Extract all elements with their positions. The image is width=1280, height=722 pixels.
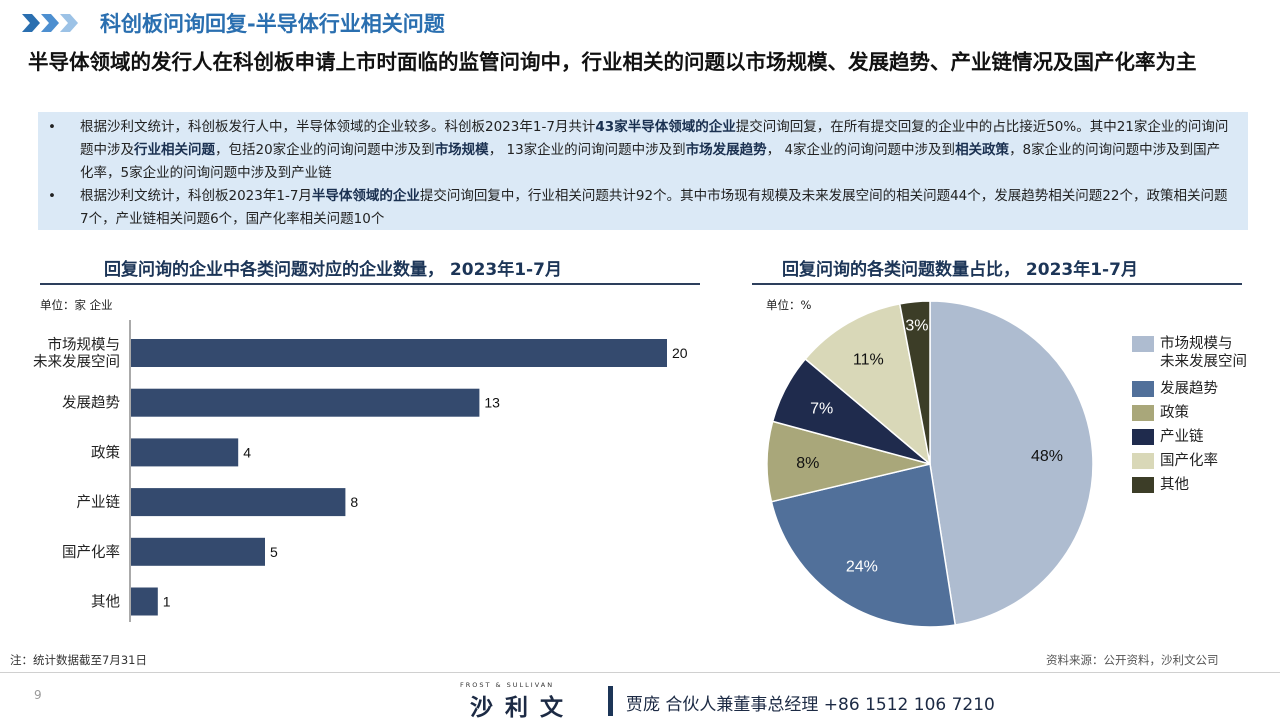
legend-label: 政策 — [1160, 405, 1189, 421]
bar — [131, 339, 667, 367]
legend-swatch — [1132, 477, 1154, 493]
pie-slice — [770, 463, 957, 628]
pie-chart: 48% 24% 8% 7% 11% 3% — [766, 300, 1094, 628]
footnote: 注：统计数据截至7月31日 — [10, 653, 147, 667]
bar-chart-title: 回复问询的企业中各类问题对应的企业数量， 2023年1-7月 — [104, 260, 562, 280]
bar-category-label: 发展趋势 — [62, 395, 120, 412]
legend-label: 国产化率 — [1160, 453, 1218, 469]
legend-label: 市场规模与 未来发展空间 — [1160, 336, 1247, 370]
pie-chart-unit: 单位：% — [766, 298, 812, 312]
page-subtitle: 半导体领域的发行人在科创板申请上市时面临的监管问询中，行业相关的问题以市场规模、… — [28, 50, 1197, 74]
bar — [131, 587, 158, 616]
bullet-1-bold: 行业相关问题 — [134, 142, 215, 158]
bullet-2-part: 根据沙利文统计，科创板2023年1-7月 — [80, 188, 312, 204]
pie-chart-title-rule — [752, 283, 1242, 285]
pie-slice — [804, 302, 932, 466]
bullet-1-bold: 相关政策 — [955, 142, 1010, 158]
bar-value-label: 13 — [484, 395, 500, 411]
legend-swatch — [1132, 336, 1154, 352]
bullet-1-bold: 市场发展趋势 — [685, 142, 767, 158]
bullet-2-text: 根据沙利文统计，科创板2023年1-7月半导体领域的企业提交问询回复中，行业相关… — [80, 185, 1230, 231]
bar — [131, 537, 265, 566]
bullet-1-part: 根据沙利文统计，科创板发行人中，半导体领域的企业较多。科创板2023年1-7月共… — [80, 119, 596, 135]
bar-value-label: 20 — [672, 345, 688, 361]
page-title: 科创板问询回复-半导体行业相关问题 — [100, 12, 445, 36]
bullet-dot: • — [48, 188, 56, 204]
pie-slice-label: 3% — [905, 317, 928, 334]
footer-accent-bar — [608, 686, 613, 716]
source-note: 资料来源：公开资料，沙利文公司 — [1046, 653, 1219, 667]
bullet-1-bold: 市场规模 — [434, 142, 489, 158]
bullet-1-bold: 43家半导体领域的企业 — [595, 119, 736, 135]
header-chevrons-icon — [22, 14, 78, 32]
bar-value-label: 1 — [163, 594, 171, 610]
bar-chart-unit: 单位：家 企业 — [40, 298, 113, 312]
bullet-1-text: 根据沙利文统计，科创板发行人中，半导体领域的企业较多。科创板2023年1-7月共… — [80, 116, 1230, 185]
pie-slice — [929, 300, 1094, 626]
logo-chinese: 沙利文 — [470, 694, 575, 721]
bullet-1-part: 提交问询回复，在所有提交回复的企业中的占比接近50%。其中21家企业的问询问题中… — [80, 119, 1229, 158]
pie-slice — [898, 300, 931, 465]
bullet-1-part: ，8家企业的问询问题中涉及到国产化率，5家企业的问询问题中涉及到产业链 — [80, 142, 1221, 181]
bar-category-label: 政策 — [91, 444, 120, 461]
pie-slice-label: 48% — [1031, 448, 1063, 465]
pie-slice-label: 11% — [853, 351, 884, 368]
bullet-2-bold: 半导体领域的企业 — [311, 188, 420, 204]
legend-label: 产业链 — [1160, 429, 1204, 445]
pie-chart-title: 回复问询的各类问题数量占比， 2023年1-7月 — [782, 260, 1138, 280]
bar-category-label: 市场规模与未来发展空间 — [33, 337, 120, 371]
footer-divider — [0, 672, 1280, 673]
bar-chart-title-rule — [40, 283, 700, 285]
pie-slice-label: 24% — [846, 559, 878, 576]
bar — [131, 488, 346, 517]
bar-chart: 20 市场规模与未来发展空间 13 发展趋势 4 政策 8 产业链 5 国产化率 1 其他 — [33, 320, 688, 622]
legend-label: 其他 — [1160, 477, 1189, 493]
bar-value-label: 8 — [350, 494, 358, 510]
pie-slice-label: 7% — [810, 400, 833, 417]
bar-category-label: 其他 — [91, 594, 120, 611]
bullet-dot: • — [48, 119, 56, 135]
bullet-1-part: ， 4家企业的问询问题中涉及到 — [766, 142, 956, 158]
bar-category-label: 产业链 — [77, 494, 121, 511]
page-number: 9 — [34, 688, 42, 702]
pie-legend: 市场规模与 未来发展空间发展趋势政策产业链国产化率其他 — [1132, 335, 1272, 505]
legend-swatch — [1132, 429, 1154, 445]
legend-swatch — [1132, 381, 1154, 397]
bar-category-label: 国产化率 — [62, 544, 120, 561]
bullet-2-part: 提交问询回复中，行业相关问题共计92个。其中市场现有规模及未来发展空间的相关问题… — [80, 188, 1228, 227]
bar-value-label: 5 — [270, 544, 278, 560]
contact-info: 贾庞 合伙人兼董事总经理 +86 1512 106 7210 — [626, 695, 995, 715]
summary-box: • 根据沙利文统计，科创板发行人中，半导体领域的企业较多。科创板2023年1-7… — [38, 112, 1248, 230]
bullet-1-part: ， 13家企业的问询问题中涉及到 — [488, 142, 686, 158]
bullet-1-part: ，包括20家企业的问询问题中涉及到 — [215, 142, 435, 158]
pie-slice-label: 8% — [796, 455, 819, 472]
legend-swatch — [1132, 453, 1154, 469]
bar-value-label: 4 — [243, 444, 251, 460]
legend-swatch — [1132, 405, 1154, 421]
logo-frost-sullivan: FROST & SULLIVAN — [460, 681, 555, 689]
bar — [131, 438, 239, 467]
legend-label: 发展趋势 — [1160, 381, 1218, 397]
bar — [131, 388, 480, 417]
